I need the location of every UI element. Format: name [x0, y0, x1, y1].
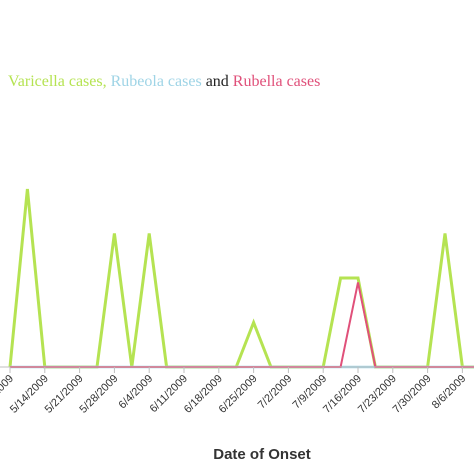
series-layer	[8, 188, 474, 369]
x-axis-label: Date of Onset	[213, 446, 311, 463]
chart-title-part: Rubella cases	[233, 73, 321, 90]
chart-title-part: Varicella cases,	[8, 73, 107, 90]
series-line	[8, 188, 474, 369]
chart-title: Varicella cases, Rubeola cases and Rubel…	[8, 73, 320, 90]
x-tick-label: 7/30/2009	[391, 373, 434, 416]
chart-title-part: Rubeola cases	[107, 73, 202, 90]
x-tick-label: 5/28/2009	[77, 373, 120, 416]
x-ticks	[9, 367, 463, 373]
x-tick-label: 8/6/2009	[430, 373, 469, 412]
chart-title-part: and	[202, 73, 233, 90]
x-tick-label: 6/25/2009	[217, 373, 260, 416]
x-tick-labels: 5/7/20095/14/20095/21/20095/28/20096/4/2…	[0, 373, 469, 416]
x-tick-label: 7/2/2009	[256, 373, 295, 412]
